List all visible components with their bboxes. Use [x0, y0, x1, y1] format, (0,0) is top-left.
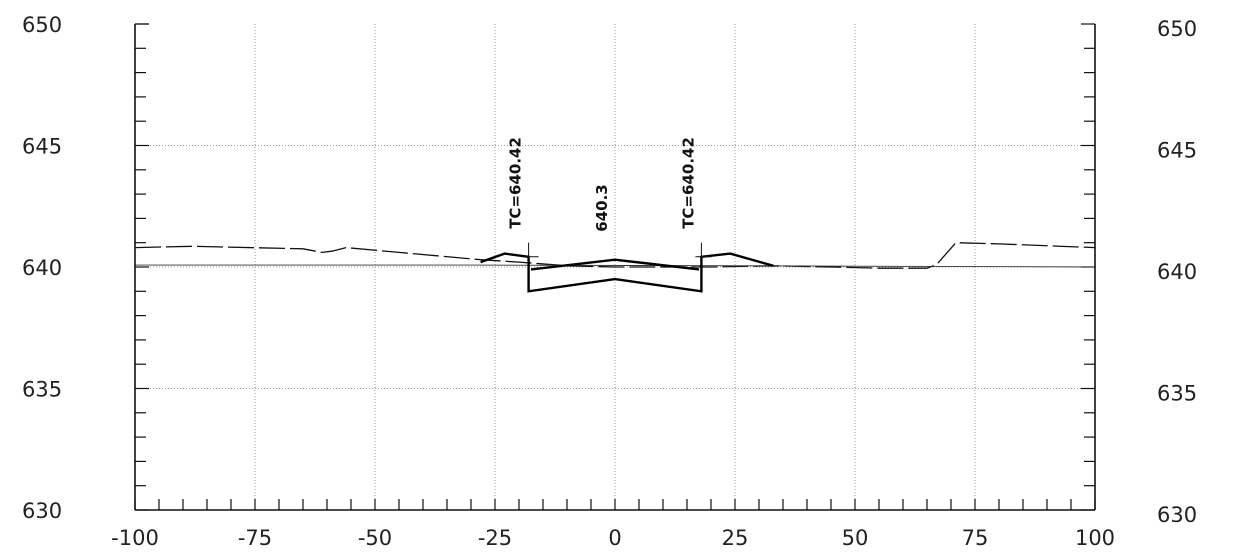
roadway-section-outline: [480, 252, 774, 293]
y-tick-label-right: 630: [1157, 503, 1197, 527]
elevation-annotation: TC=640.42: [679, 137, 697, 229]
y-tick-label-left: 640: [22, 256, 62, 280]
elevation-annotation: 640.3: [593, 184, 611, 231]
y-tick-label-left: 630: [22, 499, 62, 523]
y-tick-label-right: 650: [1157, 17, 1197, 41]
x-tick-label: -25: [478, 526, 512, 550]
axes: [134, 23, 1096, 511]
y-tick-label-right: 640: [1157, 260, 1197, 284]
x-tick-label: -75: [238, 526, 272, 550]
y-tick-label-right: 635: [1157, 382, 1197, 406]
reference-line: [135, 264, 1096, 268]
x-tick-label: 100: [1075, 526, 1115, 550]
x-tick-label: 75: [962, 526, 989, 550]
annotations: TC=640.42 640.3 TC=640.42: [507, 137, 698, 232]
x-tick-label: -50: [358, 526, 392, 550]
elevation-annotation: TC=640.42: [507, 137, 525, 229]
x-tick-label: -100: [111, 526, 159, 550]
y-tick-label-left: 635: [22, 378, 62, 402]
x-tick-label: 0: [608, 526, 621, 550]
y-tick-label-left: 650: [22, 13, 62, 37]
tick-labels: -100 -75 -50 -25 0 25 50 75 100 630 630 635 635 640 64…: [22, 13, 1197, 550]
tick-markers: [522, 242, 712, 258]
pavement-crown-line: [530, 258, 700, 271]
x-tick-label: 50: [842, 526, 869, 550]
y-tick-label-right: 645: [1157, 139, 1197, 163]
y-tick-label-left: 645: [22, 135, 62, 159]
minor-ticks: [134, 23, 1096, 511]
profile-lines: [134, 242, 1096, 293]
existing-ground-line: [134, 242, 1096, 269]
x-tick-label: 25: [722, 526, 749, 550]
